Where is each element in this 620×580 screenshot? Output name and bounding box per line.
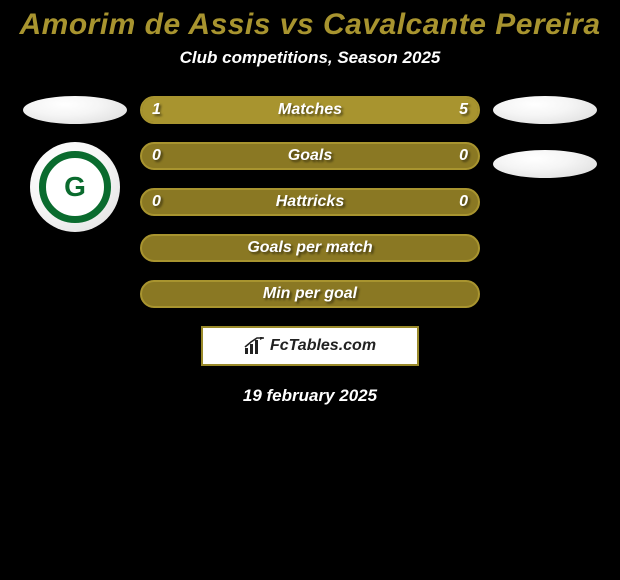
page-title: Amorim de Assis vs Cavalcante Pereira — [0, 8, 620, 42]
stats-column: 1Matches50Goals00Hattricks0Goals per mat… — [140, 96, 480, 308]
brand-text: FcTables.com — [270, 337, 376, 355]
stat-value-right: 5 — [459, 101, 468, 119]
player-badge-right-2 — [493, 150, 597, 178]
stat-bar-goals: 0Goals0 — [140, 142, 480, 170]
stat-bar-matches: 1Matches5 — [140, 96, 480, 124]
stat-bar-goals-per-match: Goals per match — [140, 234, 480, 262]
stat-label: Matches — [142, 101, 478, 119]
stat-label: Min per goal — [142, 285, 478, 303]
brand-box[interactable]: FcTables.com — [201, 326, 419, 366]
stat-bar-hattricks: 0Hattricks0 — [140, 188, 480, 216]
main-row: G 1Matches50Goals00Hattricks0Goals per m… — [0, 96, 620, 308]
left-column: G — [20, 96, 130, 232]
stat-label: Goals per match — [142, 239, 478, 257]
subtitle: Club competitions, Season 2025 — [0, 48, 620, 68]
club-logo-left: G — [30, 142, 120, 232]
widget-root: Amorim de Assis vs Cavalcante Pereira Cl… — [0, 0, 620, 406]
club-logo-letter: G — [64, 174, 86, 199]
right-column — [490, 96, 600, 178]
stat-value-right: 0 — [459, 193, 468, 211]
stat-label: Hattricks — [142, 193, 478, 211]
brand-chart-icon — [244, 337, 266, 355]
stat-bar-min-per-goal: Min per goal — [140, 280, 480, 308]
player-badge-left — [23, 96, 127, 124]
club-logo-inner: G — [39, 151, 111, 223]
stat-label: Goals — [142, 147, 478, 165]
stat-value-right: 0 — [459, 147, 468, 165]
player-badge-right-1 — [493, 96, 597, 124]
date-line: 19 february 2025 — [0, 386, 620, 406]
